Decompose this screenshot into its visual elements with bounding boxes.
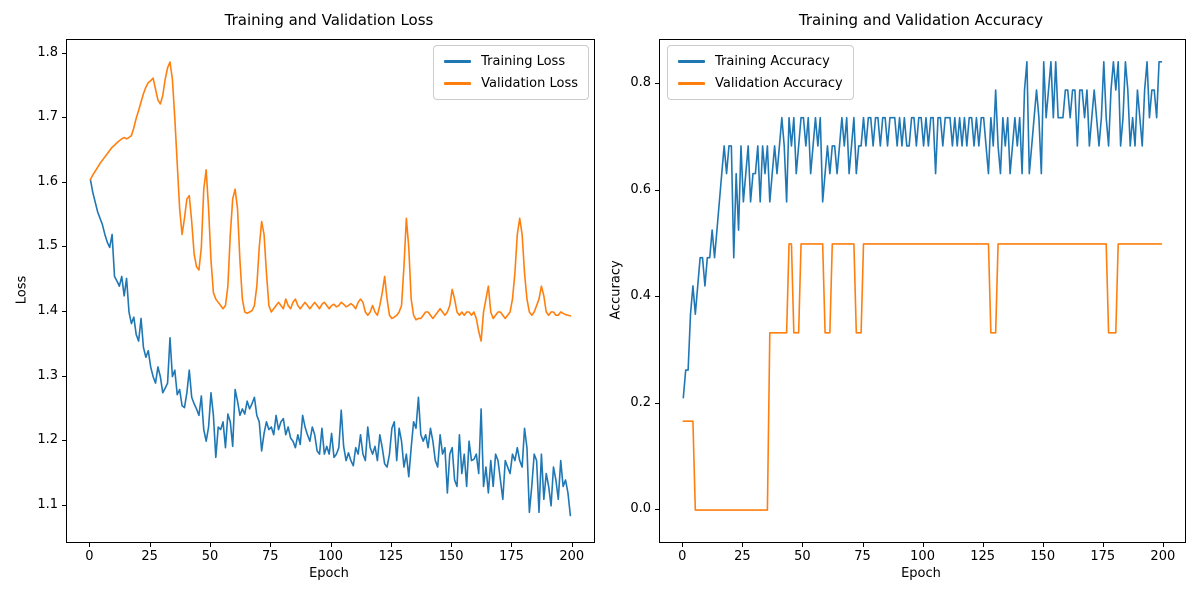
accuracy-axes: Training Accuracy Validation Accuracy [659, 39, 1186, 543]
x-tick [330, 543, 332, 547]
x-tick [149, 543, 151, 547]
x-tick [922, 543, 924, 547]
loss-y-axis-label: Loss [14, 275, 30, 305]
training-accuracy-line-swatch [678, 60, 705, 63]
x-tick [89, 543, 91, 547]
validation-loss-line-swatch [444, 82, 472, 85]
y-tick-label: 0.4 [630, 288, 651, 304]
x-tick-label: 25 [734, 549, 751, 564]
training-loss-legend-label: Training Loss [481, 54, 566, 69]
y-tick-label: 0.8 [630, 75, 651, 91]
y-tick [655, 189, 659, 191]
y-tick [62, 52, 66, 54]
x-tick-label: 0 [85, 549, 94, 564]
training-accuracy-legend-label: Training Accuracy [715, 54, 830, 69]
x-tick [802, 543, 804, 547]
x-tick-label: 150 [438, 549, 464, 564]
x-tick [862, 543, 864, 547]
x-tick-label: 75 [262, 549, 279, 564]
y-tick-label: 1.5 [37, 238, 58, 254]
y-tick-label: 1.2 [37, 432, 58, 448]
y-tick-label: 1.7 [37, 109, 58, 125]
x-tick-label: 100 [910, 549, 935, 564]
y-tick [62, 246, 66, 248]
accuracy-x-axis-label: Epoch [901, 566, 941, 581]
y-tick-label: 0.6 [630, 181, 651, 197]
x-tick [742, 543, 744, 547]
x-tick-label: 50 [794, 549, 811, 564]
x-tick-label: 125 [378, 549, 404, 564]
x-tick [571, 543, 573, 547]
y-tick [62, 117, 66, 119]
x-tick [270, 543, 272, 547]
training-accuracy-line [682, 61, 1163, 399]
y-tick [655, 402, 659, 404]
x-tick [1042, 543, 1044, 547]
loss-legend: Training Loss Validation Loss [433, 45, 589, 100]
y-tick [655, 296, 659, 298]
legend-entry-training-loss: Training Loss [444, 54, 578, 69]
loss-plot-title: Training and Validation Loss [224, 11, 434, 29]
validation-accuracy-line [682, 243, 1163, 511]
y-tick-label: 1.8 [37, 44, 58, 60]
x-tick-label: 200 [1150, 549, 1176, 564]
validation-loss-line [89, 61, 572, 342]
x-tick [209, 543, 211, 547]
training-loss-line [89, 178, 572, 517]
y-tick [62, 440, 66, 442]
plot-canvas [682, 61, 1163, 511]
validation-loss-legend-label: Validation Loss [481, 76, 578, 91]
y-tick [655, 83, 659, 85]
y-tick [62, 504, 66, 506]
x-tick [1162, 543, 1164, 547]
y-tick-label: 1.3 [37, 367, 58, 383]
y-tick-label: 0.0 [630, 501, 651, 517]
validation-accuracy-legend-label: Validation Accuracy [715, 76, 843, 91]
loss-x-axis-label: Epoch [309, 566, 349, 581]
legend-entry-validation-accuracy: Validation Accuracy [678, 76, 843, 91]
x-tick-label: 200 [559, 549, 585, 564]
x-tick-label: 0 [678, 549, 687, 564]
accuracy-legend: Training Accuracy Validation Accuracy [667, 45, 854, 100]
x-tick-label: 175 [499, 549, 524, 564]
x-tick-label: 175 [1090, 549, 1116, 564]
validation-accuracy-line-swatch [678, 82, 705, 85]
x-tick [1102, 543, 1104, 547]
x-tick [982, 543, 984, 547]
accuracy-plot-title: Training and Validation Accuracy [798, 11, 1044, 29]
x-tick [390, 543, 392, 547]
x-tick-label: 25 [141, 549, 158, 564]
y-tick-label: 1.6 [37, 173, 58, 189]
x-tick [511, 543, 513, 547]
x-tick-label: 125 [970, 549, 996, 564]
training-loss-line-swatch [444, 60, 472, 63]
y-tick [62, 375, 66, 377]
x-tick-label: 100 [318, 549, 343, 564]
y-tick [62, 181, 66, 183]
x-tick [451, 543, 453, 547]
loss-axes: Training Loss Validation Loss [66, 39, 595, 543]
y-tick [655, 509, 659, 511]
legend-entry-validation-loss: Validation Loss [444, 76, 578, 91]
y-tick [62, 310, 66, 312]
x-tick [682, 543, 684, 547]
y-tick-label: 1.4 [37, 302, 58, 318]
y-tick-label: 1.1 [37, 496, 58, 512]
x-tick-label: 50 [201, 549, 219, 564]
x-tick-label: 75 [854, 549, 871, 564]
y-tick-label: 0.2 [630, 394, 651, 410]
legend-entry-training-accuracy: Training Accuracy [678, 54, 843, 69]
x-tick-label: 150 [1030, 549, 1056, 564]
plot-canvas [89, 61, 572, 517]
